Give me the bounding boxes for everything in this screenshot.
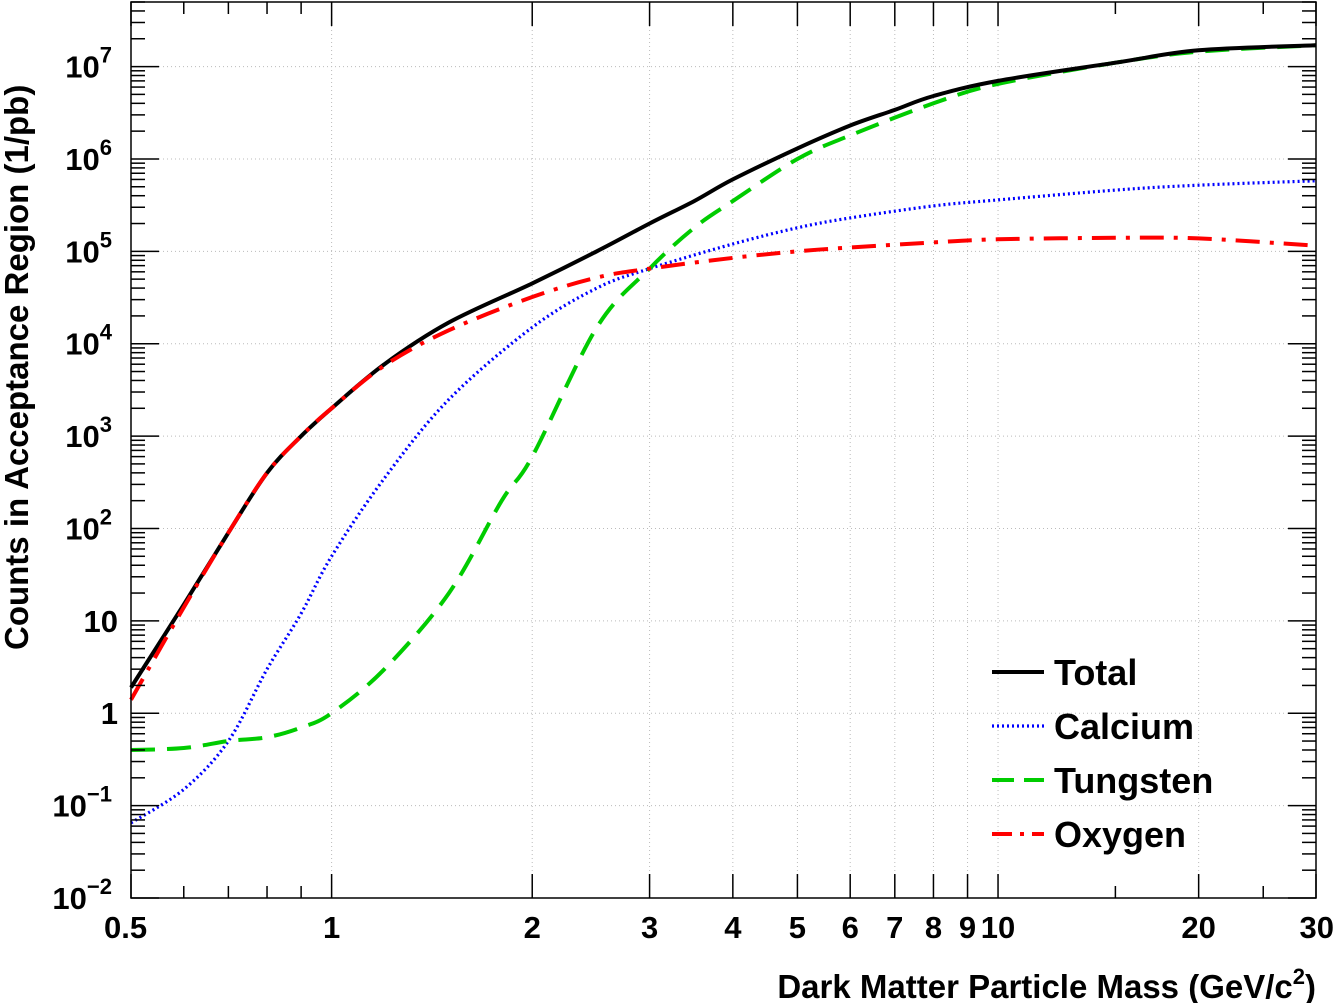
x-tick-label: 20 [1181,910,1215,945]
y-tick-label-exponent: 3 [100,412,112,437]
x-axis-title-end: ) [1305,968,1316,1003]
series-layer [129,43,1317,825]
x-tick-label: 0.5 [104,910,147,945]
y-tick-label-base: 1 [101,696,118,731]
y-tick-label-exponent: −1 [87,782,112,807]
y-tick-label: 106 [65,135,112,177]
grid [131,2,1316,898]
x-tick-label: 5 [789,910,806,945]
y-tick-label-base: 10 [65,327,99,362]
legend-label-total: Total [1054,652,1137,693]
x-tick-label: 9 [959,910,976,945]
y-tick-label-base: 10 [52,881,86,916]
y-tick-label: 1 [101,696,118,731]
legend-label-oxygen: Oxygen [1054,814,1186,855]
x-tick-label: 4 [724,910,742,945]
y-axis-title: Counts in Acceptance Region (1/pb) [0,85,35,650]
y-tick-label-base: 10 [84,604,118,639]
axes [130,1,1317,899]
y-tick-label: 10−1 [52,782,112,824]
y-tick-label: 105 [65,227,112,269]
y-tick-label-base: 10 [52,789,86,824]
legend: Total Calcium Tungsten Oxygen [992,652,1213,855]
series-tungsten-line [130,43,1317,752]
y-tick-label: 103 [65,412,112,454]
y-tick-label: 107 [65,43,112,85]
x-tick-label: 30 [1300,910,1334,945]
y-tick-label: 10−2 [52,874,112,916]
legend-label-calcium: Calcium [1054,706,1194,747]
y-tick-label-exponent: 2 [100,504,112,529]
y-tick-label: 104 [65,320,112,362]
y-tick-label-base: 10 [65,511,99,546]
y-tick-label: 10 [84,604,118,639]
x-tick-label: 3 [641,910,658,945]
x-axis-title: Dark Matter Particle Mass (GeV/c2) [777,964,1316,1003]
y-tick-label: 102 [65,504,112,546]
y-tick-label-exponent: −2 [87,874,112,899]
y-tick-label-exponent: 5 [100,227,112,252]
y-tick-label-exponent: 7 [100,43,112,68]
y-tick-label-base: 10 [65,419,99,454]
y-tick-label-exponent: 4 [100,320,113,345]
x-axis-title-main: Dark Matter Particle Mass (GeV/c [777,968,1292,1003]
x-tick-labels: 0.5 1 2 3 4 5 6 7 8 9 10 20 30 [104,910,1334,945]
x-tick-label: 1 [323,910,340,945]
x-tick-label: 7 [886,910,903,945]
legend-label-tungsten: Tungsten [1054,760,1213,801]
y-tick-label-base: 10 [65,50,99,85]
x-tick-label: 6 [842,910,859,945]
y-tick-label-exponent: 6 [100,135,112,160]
series-oxygen-line [129,235,1317,701]
x-tick-label: 2 [524,910,541,945]
y-tick-label-base: 10 [65,142,99,177]
series-calcium-line [130,179,1317,825]
series-total-line [129,43,1317,689]
y-tick-label-base: 10 [65,234,99,269]
x-tick-label: 8 [925,910,942,945]
x-tick-label: 10 [981,910,1015,945]
x-axis-title-sup: 2 [1293,964,1305,989]
